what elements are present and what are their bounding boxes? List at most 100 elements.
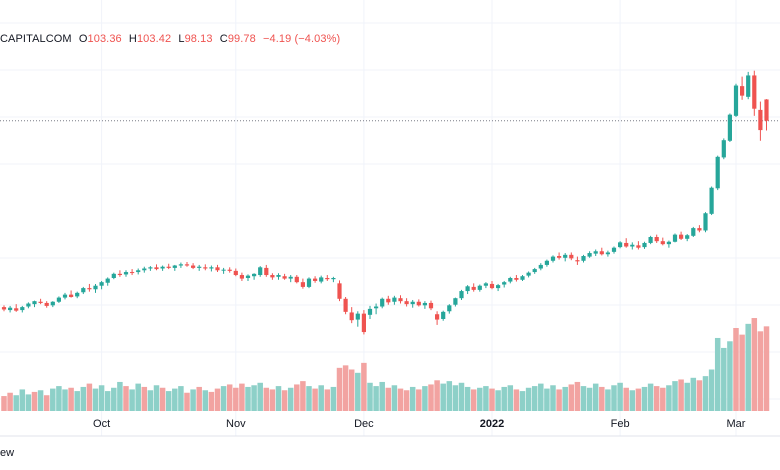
candle-body xyxy=(465,286,470,292)
candle-body xyxy=(197,266,202,268)
open-label: O xyxy=(78,33,88,45)
candlestick xyxy=(380,297,385,309)
candlestick xyxy=(270,273,275,280)
candlestick xyxy=(569,252,574,261)
candle-body xyxy=(313,278,318,281)
volume-bar xyxy=(623,387,629,411)
volume-bar xyxy=(50,388,56,411)
volume-bar xyxy=(141,386,148,411)
volume-bar xyxy=(129,389,135,411)
candlestick xyxy=(465,285,470,295)
candle-body xyxy=(203,267,208,269)
volume-bar xyxy=(379,381,385,411)
volume-bar xyxy=(428,384,434,411)
candlestick xyxy=(32,300,37,308)
candle-body xyxy=(172,265,177,268)
candle-body xyxy=(178,264,183,266)
volume-bar xyxy=(25,394,32,411)
candle-body xyxy=(93,285,98,290)
candle-body xyxy=(282,276,287,279)
candle-body xyxy=(526,272,531,276)
change-value: −4.19 (−4.03%) xyxy=(263,33,341,45)
volume-bar xyxy=(147,390,154,411)
candle-body xyxy=(672,234,678,242)
candlestick xyxy=(648,235,653,245)
candlestick xyxy=(264,264,269,277)
volume-bar xyxy=(300,381,306,411)
candle-body xyxy=(532,269,537,273)
x-tick-label: 2022 xyxy=(480,418,504,430)
volume-bar xyxy=(92,388,99,411)
candlestick xyxy=(56,296,61,303)
volume-bar xyxy=(19,389,26,411)
candlestick xyxy=(123,270,129,277)
candle-body xyxy=(410,301,415,305)
candle-body xyxy=(733,85,739,116)
volume-bar xyxy=(660,387,666,411)
volume-bar xyxy=(373,386,379,411)
volume-bar xyxy=(574,381,581,411)
candlestick xyxy=(709,186,714,216)
volume-bar xyxy=(251,385,257,411)
candlestick xyxy=(660,237,665,246)
volume-bar xyxy=(135,383,141,411)
volume-bar xyxy=(550,385,556,411)
candle-body xyxy=(325,277,330,280)
candlestick xyxy=(441,310,446,321)
candlestick xyxy=(422,301,427,309)
volume-bar xyxy=(220,386,227,411)
candle-body xyxy=(349,312,354,321)
candle-body xyxy=(105,278,110,283)
candle-body xyxy=(660,241,665,245)
candlestick xyxy=(532,267,537,274)
candlestick xyxy=(618,241,623,249)
candlestick xyxy=(252,273,257,280)
candlestick xyxy=(367,305,373,319)
candlestick xyxy=(203,264,208,271)
low-value: 98.13 xyxy=(184,33,213,45)
candle-body xyxy=(276,275,281,277)
volume-bar xyxy=(263,387,270,411)
candle-body xyxy=(117,273,122,276)
volume-bar xyxy=(214,388,221,411)
volume-bar xyxy=(745,323,751,411)
candlestick xyxy=(209,265,214,272)
candle-body xyxy=(1,307,7,310)
candle-body xyxy=(245,275,251,278)
candlestick xyxy=(496,283,501,292)
candle-body xyxy=(679,234,684,239)
volume-bar xyxy=(568,384,575,411)
candle-body xyxy=(428,302,434,309)
candlestick xyxy=(355,311,360,327)
candle-body xyxy=(404,301,409,305)
candle-body xyxy=(331,277,336,280)
volume-bar xyxy=(727,341,733,411)
candlestick xyxy=(75,291,80,299)
candle-body xyxy=(392,297,397,302)
candle-body xyxy=(654,237,659,242)
candle-body xyxy=(343,298,348,312)
high-label: H xyxy=(128,33,137,45)
volume-bar xyxy=(226,384,233,411)
volume-bar xyxy=(275,386,282,411)
x-tick-label: Nov xyxy=(226,418,246,430)
candle-body xyxy=(99,282,104,286)
view-link[interactable]: ew xyxy=(0,447,15,459)
candlestick xyxy=(392,295,397,305)
volume-bar xyxy=(422,386,428,411)
candlestick xyxy=(191,263,196,270)
candle-body xyxy=(294,276,299,283)
volume-bar xyxy=(153,385,160,411)
volume-bar xyxy=(635,388,642,411)
candlestick xyxy=(136,268,141,275)
volume-bar xyxy=(86,383,93,411)
candlestick xyxy=(44,301,49,308)
candlestick xyxy=(752,70,757,116)
candle-body xyxy=(221,269,226,271)
candle-body xyxy=(435,314,440,320)
volume-bar xyxy=(342,365,349,411)
volume-bar xyxy=(513,389,520,411)
candle-body xyxy=(288,276,293,279)
